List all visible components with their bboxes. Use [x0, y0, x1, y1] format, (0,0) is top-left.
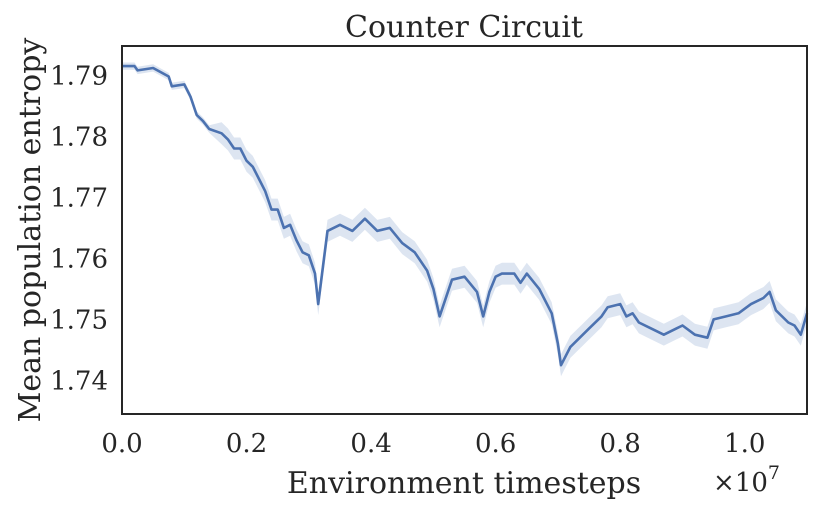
x-tick-label: 0.4	[350, 429, 391, 459]
y-tick-label: 1.79	[50, 61, 108, 91]
x-tick-label: 0.0	[101, 429, 142, 459]
chart-title: Counter Circuit	[345, 10, 583, 45]
plot-frame	[121, 45, 808, 415]
x-tick-label: 0.2	[226, 429, 267, 459]
confidence-band	[122, 62, 807, 377]
x-tick-label: 1.0	[724, 429, 765, 459]
y-tick-label: 1.75	[50, 305, 108, 335]
y-tick-label: 1.78	[50, 122, 108, 152]
y-tick-label: 1.76	[50, 244, 108, 274]
series-line	[122, 64, 809, 367]
y-tick-label: 1.77	[50, 183, 108, 213]
x-scale-multiplier: ×107	[713, 462, 780, 498]
y-axis-label: Mean population entropy	[13, 38, 48, 423]
x-tick-label: 0.6	[475, 429, 516, 459]
y-axis-ticks: 1.74 1.75 1.76 1.77 1.78 1.79	[50, 61, 108, 396]
x-tick-label: 0.8	[600, 429, 641, 459]
x-axis-ticks: 0.0 0.2 0.4 0.6 0.8 1.0	[101, 429, 765, 459]
x-axis-label: Environment timesteps	[287, 466, 641, 501]
y-tick-label: 1.74	[50, 366, 108, 396]
x-scale-exponent: 7	[768, 462, 780, 484]
